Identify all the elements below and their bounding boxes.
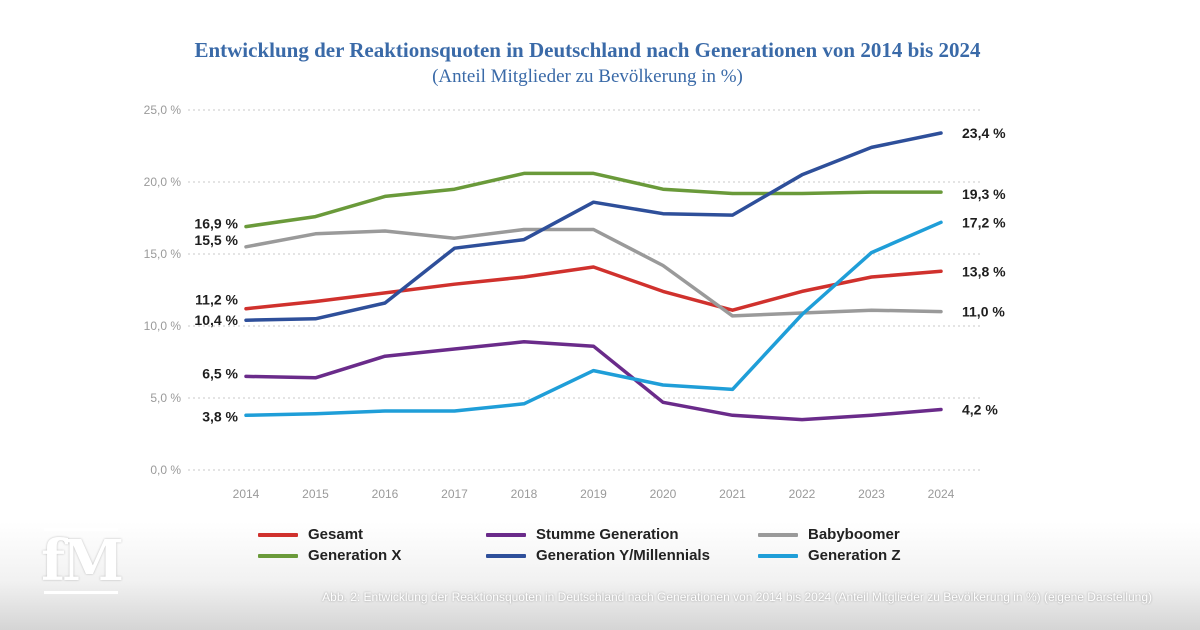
y-tick-label: 15,0 % — [144, 247, 182, 261]
start-label-genx: 16,9 % — [194, 216, 238, 232]
series-line-geny — [244, 131, 943, 322]
legend-swatch — [758, 532, 798, 537]
line-chart: 0,0 %5,0 %10,0 %15,0 %20,0 %25,0 % 2014 2… — [144, 103, 1006, 501]
x-tick-label: 2017 — [441, 487, 468, 501]
x-tick-label: 2018 — [511, 487, 538, 501]
y-tick-label: 20,0 % — [144, 175, 182, 189]
x-tick-label: 2022 — [789, 487, 816, 501]
legend-label: Generation Z — [808, 547, 901, 564]
start-label-stumme: 6,5 % — [202, 365, 238, 381]
x-axis-ticks: 2014 2015 2016 2017 2018 2019 2020 2021 2022 2023… — [233, 487, 955, 501]
series-lines — [244, 131, 943, 422]
x-tick-label: 2021 — [719, 487, 746, 501]
legend-swatch — [258, 553, 298, 558]
end-label-genx: 19,3 % — [962, 186, 1006, 202]
end-label-geny: 23,4 % — [962, 125, 1006, 141]
legend-swatch — [758, 553, 798, 558]
series-line-gesamt — [244, 265, 943, 312]
start-label-genz: 3,8 % — [202, 408, 238, 424]
start-label-babyboomer: 15,5 % — [194, 232, 238, 248]
y-tick-label: 25,0 % — [144, 103, 182, 117]
end-label-genz: 17,2 % — [962, 214, 1006, 230]
x-tick-label: 2019 — [580, 487, 607, 501]
legend-label: Stumme Generation — [536, 526, 679, 543]
fm-logo: fM — [40, 528, 124, 594]
data-labels: 11,2 % 13,8 % 6,5 % 4,2 % 15,5 % 11,0 % 16,9 %… — [194, 125, 1006, 424]
x-tick-label: 2015 — [302, 487, 329, 501]
legend-label: Generation X — [308, 547, 402, 564]
legend: Gesamt Stumme Generation Babyboomer Gene… — [258, 526, 978, 564]
y-tick-label: 5,0 % — [150, 391, 181, 405]
chart-title: Entwicklung der Reaktionsquoten in Deuts… — [194, 38, 981, 62]
figure-caption: Abb. 2: Entwicklung der Reaktionsquoten … — [322, 590, 1152, 604]
chart-subtitle: (Anteil Mitglieder zu Bevölkerung in %) — [432, 66, 743, 87]
y-axis-ticks: 0,0 % 5,0 % 10,0 % 15,0 % 20,0 % 25,0 % — [144, 103, 182, 477]
start-label-geny: 10,4 % — [194, 312, 238, 328]
legend-label: Gesamt — [308, 526, 364, 543]
end-label-babyboomer: 11,0 % — [962, 304, 1005, 320]
x-tick-label: 2014 — [233, 487, 260, 501]
legend-swatch — [258, 532, 298, 537]
legend-item-generation-z: Generation Z — [758, 547, 978, 564]
legend-item-stumme-generation: Stumme Generation — [486, 526, 758, 543]
legend-item-babyboomer: Babyboomer — [758, 526, 978, 543]
end-label-gesamt: 13,8 % — [962, 263, 1006, 279]
x-tick-label: 2016 — [372, 487, 399, 501]
legend-label: Generation Y/Millennials — [536, 547, 710, 564]
series-line-genx — [244, 171, 943, 229]
gridlines — [188, 109, 980, 471]
legend-item-generation-x: Generation X — [258, 547, 486, 564]
start-label-gesamt: 11,2 % — [195, 292, 238, 308]
y-tick-label: 10,0 % — [144, 319, 182, 333]
y-tick-label: 0,0 % — [150, 463, 181, 477]
legend-swatch — [486, 532, 526, 537]
x-tick-label: 2020 — [650, 487, 677, 501]
series-line-genz — [244, 220, 943, 418]
legend-item-generation-y: Generation Y/Millennials — [486, 547, 758, 564]
series-line-stumme — [244, 340, 943, 422]
legend-label: Babyboomer — [808, 526, 900, 543]
x-tick-label: 2024 — [928, 487, 955, 501]
legend-swatch — [486, 553, 526, 558]
end-label-stumme: 4,2 % — [962, 402, 998, 418]
legend-item-gesamt: Gesamt — [258, 526, 486, 543]
series-line-babyboomer — [244, 227, 943, 318]
x-tick-label: 2023 — [858, 487, 885, 501]
